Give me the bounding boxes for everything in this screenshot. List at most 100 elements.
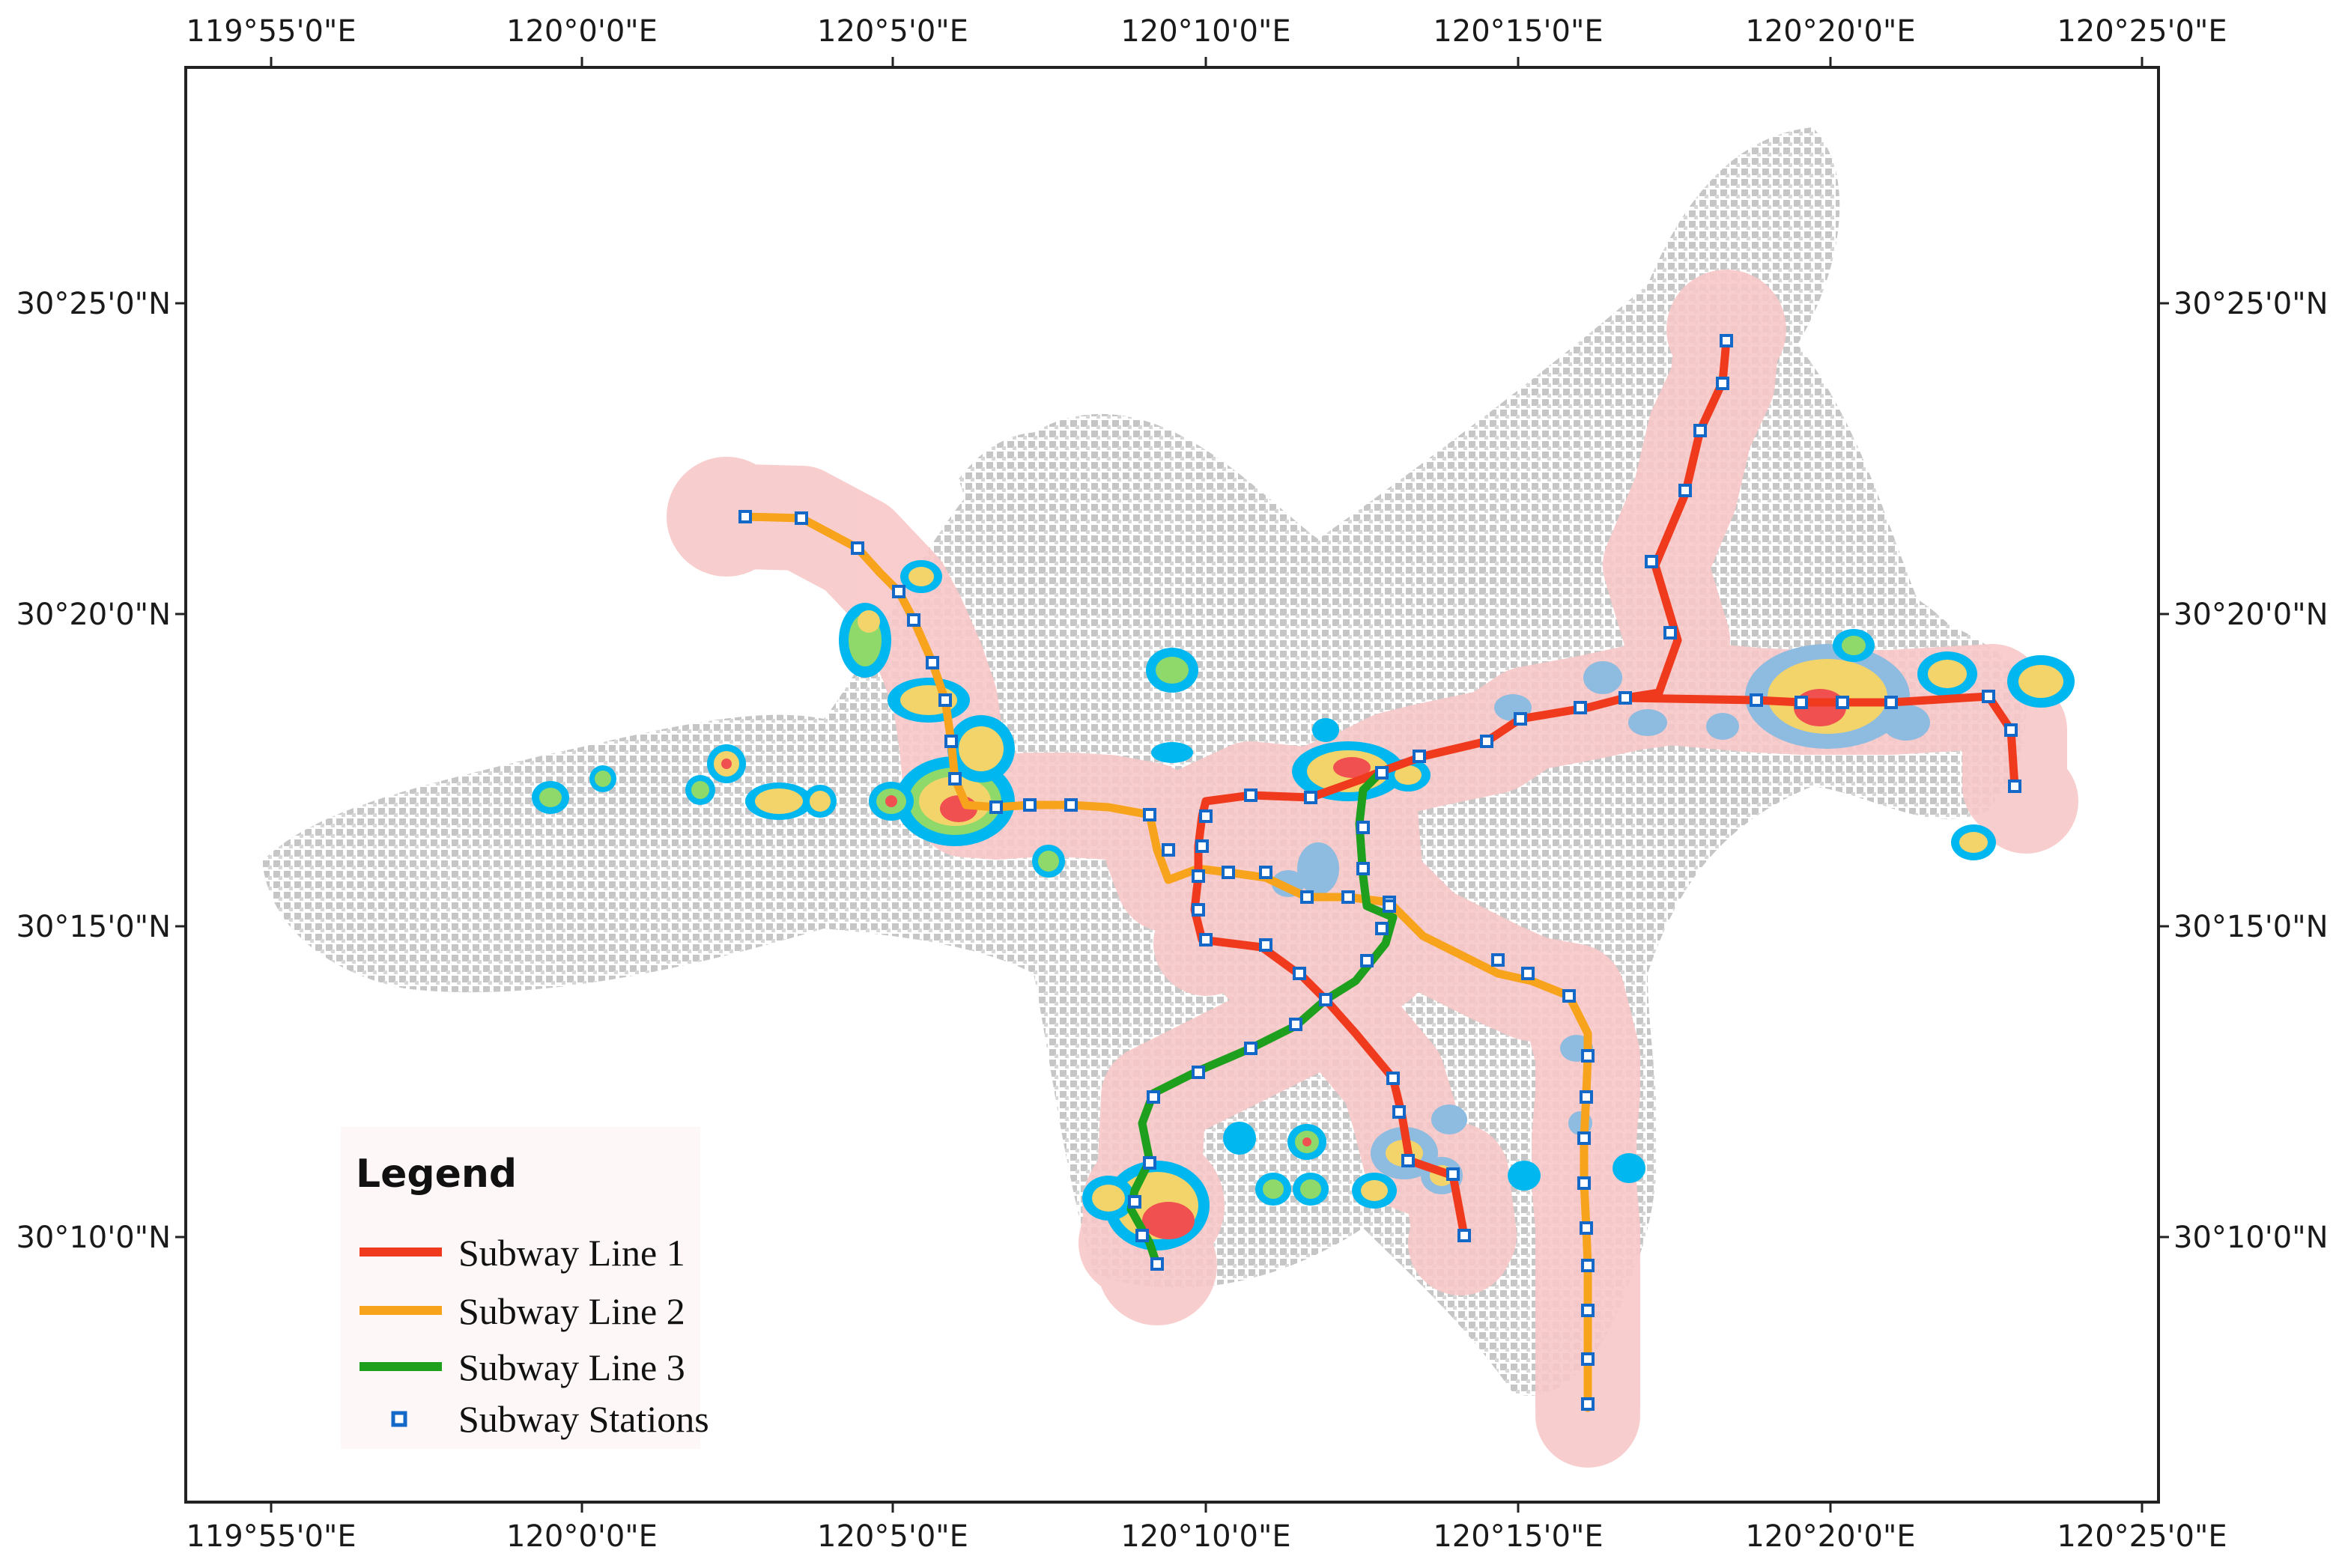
subway-station-marker <box>1360 954 1374 967</box>
subway-station-marker <box>1147 1090 1160 1104</box>
subway-station-marker <box>1457 1229 1471 1242</box>
x-axis-bottom: 119°55'0"E 120°0'0"E 120°5'0"E 120°10'0"E 12… <box>186 1502 2227 1554</box>
subway-station-marker <box>1678 484 1692 497</box>
subway-station-marker <box>1293 967 1306 980</box>
hotspot-cluster <box>869 782 914 821</box>
subway-station-marker <box>1581 1352 1595 1366</box>
subway-station-marker <box>1392 1105 1406 1119</box>
subway-station-marker <box>1716 377 1729 390</box>
subway-station-marker <box>1192 869 1205 883</box>
y-tick-label: 30°15'0"N <box>2173 910 2329 944</box>
subway-station-marker <box>1577 1131 1591 1145</box>
subway-station-marker <box>1192 1066 1205 1079</box>
legend-item-line-1: Subway Line 1 <box>359 1232 685 1274</box>
subway-station-marker <box>1356 821 1370 834</box>
subway-station-marker <box>1356 862 1370 875</box>
x-tick-label: 120°25'0"E <box>2057 1519 2227 1554</box>
subway-station-marker <box>1401 1154 1415 1167</box>
subway-station-marker <box>1300 890 1314 904</box>
hotspot-cluster <box>1151 742 1193 763</box>
hotspot-cluster <box>589 765 616 792</box>
hotspot-cluster <box>2007 655 2075 708</box>
x-tick-label: 119°55'0"E <box>186 14 356 49</box>
y-tick-label: 30°25'0"N <box>2173 287 2329 321</box>
y-tick-label: 30°25'0"N <box>16 287 171 321</box>
subway-station-marker <box>1386 1072 1400 1085</box>
subway-station-marker <box>1244 1042 1258 1055</box>
x-tick-label: 120°10'0"E <box>1120 1519 1290 1554</box>
subway-stations <box>738 334 2021 1411</box>
subway-station-marker <box>2004 723 2018 737</box>
subway-station-marker <box>1836 696 1849 709</box>
subway-station-marker <box>1195 839 1209 853</box>
subway-station-marker <box>944 735 958 748</box>
hotspot-cluster <box>839 603 891 678</box>
y-tick-label: 30°15'0"N <box>16 910 171 944</box>
hotspot-cluster <box>1508 1153 1645 1191</box>
subway-station-marker <box>1645 555 1658 568</box>
subway-station-marker <box>851 541 864 555</box>
subway-station-marker <box>1577 1176 1591 1190</box>
x-tick-label: 119°55'0"E <box>186 1519 356 1554</box>
subway-station-marker <box>1383 899 1396 913</box>
legend-label-line-3: Subway Line 3 <box>458 1346 685 1388</box>
hotspot-cluster <box>532 781 569 814</box>
subway-station-marker <box>1446 1167 1460 1181</box>
hotspot-cluster <box>947 715 1015 783</box>
subway-station-marker <box>892 585 905 598</box>
hotspot-cluster <box>1352 1173 1397 1209</box>
x-tick-label: 120°25'0"E <box>2057 14 2227 49</box>
subway-station-marker <box>1514 712 1527 726</box>
subway-station-marker <box>1480 735 1493 748</box>
subway-station-marker <box>1581 1259 1595 1272</box>
subway-station-marker <box>738 510 752 523</box>
hotspot-cluster <box>1223 1122 1256 1155</box>
subway-station-marker <box>1064 798 1078 812</box>
subway-station-marker <box>1574 701 1587 714</box>
hotspot-cluster <box>1287 1124 1326 1160</box>
x-tick-label: 120°15'0"E <box>1433 1519 1603 1554</box>
subway-station-marker <box>1304 791 1317 804</box>
subway-station-marker <box>795 511 808 525</box>
subway-station-marker <box>1562 989 1576 1003</box>
subway-station-marker <box>1581 1304 1595 1317</box>
y-tick-label: 30°10'0"N <box>2173 1221 2329 1255</box>
hotspot-cluster <box>900 560 942 593</box>
hotspot-cluster <box>1951 824 1996 860</box>
subway-station-marker <box>1581 1397 1595 1411</box>
subway-station-marker <box>1199 809 1213 823</box>
subway-station-marker <box>1884 696 1898 709</box>
x-tick-label: 120°15'0"E <box>1433 14 1603 49</box>
legend-label-stations: Subway Stations <box>458 1398 709 1440</box>
subway-station-marker <box>1413 750 1426 763</box>
legend: Legend Subway Line 1 Subway Line 2 Subwa… <box>341 1127 709 1449</box>
subway-station-marker <box>1491 953 1505 967</box>
legend-swatch-station <box>391 1411 407 1427</box>
subway-station-marker <box>1199 933 1213 946</box>
hotspot-cluster <box>1146 648 1198 693</box>
legend-title: Legend <box>356 1152 517 1197</box>
subway-station-marker <box>1143 808 1156 821</box>
hotspot-cluster <box>685 775 715 805</box>
x-tick-label: 120°10'0"E <box>1120 14 1290 49</box>
hotspot-cluster <box>1917 651 1977 696</box>
x-tick-label: 120°5'0"E <box>817 1519 968 1554</box>
x-tick-label: 120°0'0"E <box>506 1519 658 1554</box>
subway-station-marker <box>1319 993 1332 1006</box>
y-tick-label: 30°10'0"N <box>16 1221 171 1255</box>
y-tick-label: 30°20'0"N <box>2173 598 2329 632</box>
y-axis-right: 30°25'0"N 30°20'0"N 30°15'0"N 30°10'0"N <box>2158 287 2329 1255</box>
subway-station-marker <box>1289 1018 1302 1031</box>
subway-station-marker <box>1982 690 1995 703</box>
x-tick-label: 120°5'0"E <box>817 14 968 49</box>
subway-station-marker <box>1693 424 1707 437</box>
subway-station-marker <box>1618 691 1632 705</box>
subway-station-marker <box>1375 766 1389 780</box>
legend-item-line-2: Subway Line 2 <box>359 1290 685 1332</box>
hotspot-cluster <box>888 678 970 723</box>
subway-station-marker <box>1580 1221 1593 1235</box>
legend-background <box>341 1127 700 1449</box>
subway-station-marker <box>1795 696 1808 709</box>
subway-station-marker <box>1222 866 1235 879</box>
